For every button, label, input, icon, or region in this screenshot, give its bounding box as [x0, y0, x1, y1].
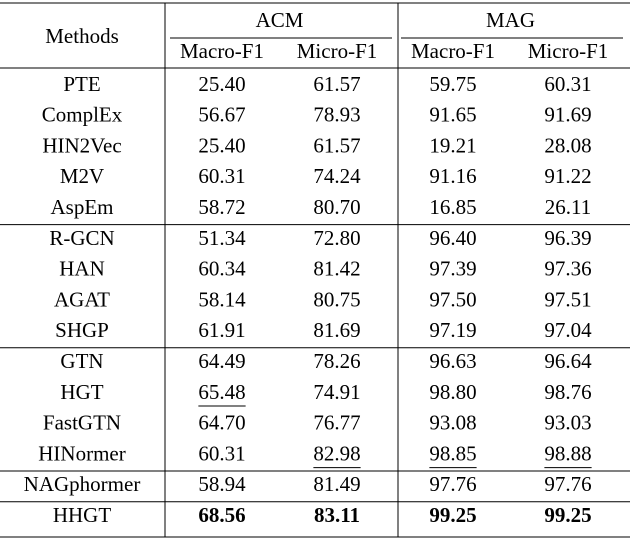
cell-value: 81.49 [313, 472, 360, 496]
cell-value: 99.25 [429, 503, 476, 527]
method-name: GTN [60, 349, 103, 373]
cell-value: 76.77 [313, 411, 360, 435]
cell-value: 26.11 [545, 195, 591, 219]
cell-value: 81.69 [313, 318, 360, 342]
cell-value: 97.19 [429, 318, 476, 342]
cell-value: 98.80 [429, 380, 476, 404]
cell-value: 96.63 [429, 349, 476, 373]
cell-value: 81.42 [313, 257, 360, 281]
method-name: HHGT [53, 503, 111, 527]
cell-value: 72.80 [313, 226, 360, 250]
column-header: Macro-F1 [411, 39, 495, 63]
cell-value: 97.76 [429, 472, 476, 496]
method-name: AspEm [51, 195, 114, 219]
cell-value: 60.34 [198, 257, 246, 281]
cell-value: 80.70 [313, 195, 360, 219]
cell-value: 58.94 [198, 472, 246, 496]
cell-value: 97.36 [544, 257, 591, 281]
cell-value: 61.57 [313, 133, 360, 157]
cell-value: 97.50 [429, 287, 476, 311]
method-name: HINormer [38, 441, 125, 465]
cell-value: 80.75 [313, 287, 360, 311]
cell-value: 96.64 [544, 349, 592, 373]
method-name: AGAT [54, 287, 110, 311]
method-name: HIN2Vec [42, 133, 121, 157]
method-name: SHGP [55, 318, 109, 342]
cell-value: 65.48 [198, 380, 245, 404]
cell-value: 93.08 [429, 411, 476, 435]
method-name: PTE [63, 72, 100, 96]
methods-header: Methods [45, 24, 119, 48]
cell-value: 19.21 [429, 133, 476, 157]
column-header: Micro-F1 [297, 39, 378, 63]
cell-value: 64.49 [198, 349, 245, 373]
method-name: FastGTN [43, 411, 121, 435]
cell-value: 83.11 [314, 503, 360, 527]
method-name: NAGphormer [24, 472, 141, 496]
cell-value: 98.85 [429, 441, 476, 465]
cell-value: 98.76 [544, 380, 591, 404]
cell-value: 74.91 [313, 380, 360, 404]
cell-value: 91.69 [544, 103, 591, 127]
cell-value: 56.67 [198, 103, 245, 127]
cell-value: 16.85 [429, 195, 476, 219]
group-header: MAG [486, 8, 535, 32]
cell-value: 97.39 [429, 257, 476, 281]
cell-value: 60.31 [198, 441, 245, 465]
method-name: R-GCN [49, 226, 114, 250]
column-header: Micro-F1 [528, 39, 609, 63]
column-header: Macro-F1 [180, 39, 264, 63]
cell-value: 91.16 [429, 164, 476, 188]
cell-value: 97.51 [544, 287, 591, 311]
cell-value: 91.22 [544, 164, 591, 188]
cell-value: 61.91 [198, 318, 245, 342]
cell-value: 25.40 [198, 72, 245, 96]
cell-value: 58.14 [198, 287, 246, 311]
method-name: HGT [60, 380, 103, 404]
cell-value: 61.57 [313, 72, 360, 96]
cell-value: 96.39 [544, 226, 591, 250]
method-name: HAN [59, 257, 105, 281]
cell-value: 98.88 [544, 441, 591, 465]
cell-value: 59.75 [429, 72, 476, 96]
cell-value: 78.93 [313, 103, 360, 127]
cell-value: 82.98 [313, 441, 360, 465]
cell-value: 93.03 [544, 411, 591, 435]
cell-value: 99.25 [544, 503, 591, 527]
cell-value: 96.40 [429, 226, 476, 250]
cell-value: 64.70 [198, 411, 245, 435]
cell-value: 28.08 [544, 133, 591, 157]
cell-value: 60.31 [198, 164, 245, 188]
cell-value: 97.04 [544, 318, 592, 342]
group-header: ACM [256, 8, 304, 32]
cell-value: 78.26 [313, 349, 360, 373]
cell-value: 91.65 [429, 103, 476, 127]
method-name: M2V [60, 164, 104, 188]
cell-value: 60.31 [544, 72, 591, 96]
cell-value: 68.56 [198, 503, 245, 527]
cell-value: 25.40 [198, 133, 245, 157]
cell-value: 51.34 [198, 226, 246, 250]
cell-value: 58.72 [198, 195, 245, 219]
cell-value: 97.76 [544, 472, 591, 496]
cell-value: 74.24 [313, 164, 361, 188]
method-name: ComplEx [42, 103, 123, 127]
